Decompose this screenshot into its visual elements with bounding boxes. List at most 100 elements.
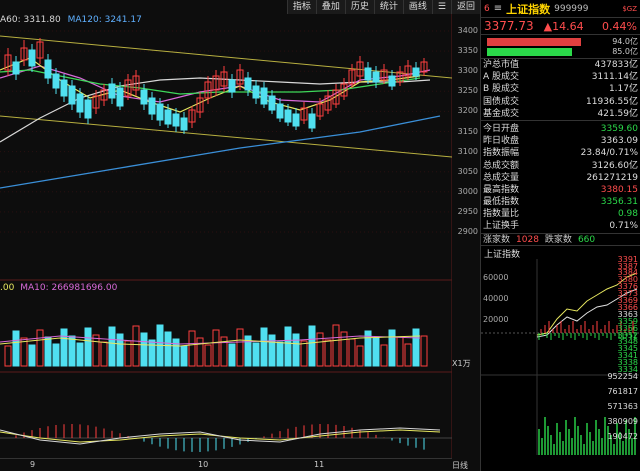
candle-body	[132, 75, 140, 91]
mini-intraday-chart[interactable]: 60000 40000 20000 3391 3387 3384 3380 3376 3373…	[481, 255, 640, 455]
info-value: 3126.60亿	[591, 160, 638, 171]
info-key: 最低指数	[483, 197, 520, 208]
mini-right-tick: 3334	[617, 365, 638, 375]
info-key: 昨日收盘	[483, 136, 520, 147]
price-tick: 2900	[457, 227, 478, 236]
candle-body	[204, 81, 212, 99]
vol-ma5-value: .00	[0, 283, 15, 293]
mini-volume-tick: 380909	[607, 416, 638, 426]
info-key: 沪总市值	[483, 60, 520, 70]
candle-body	[404, 65, 412, 77]
candle-body	[276, 103, 284, 119]
candle-body	[364, 67, 372, 81]
toolbar-item-1[interactable]: 叠加	[315, 0, 345, 14]
volume-bar	[420, 335, 428, 367]
volume-bar	[20, 337, 28, 367]
info-row: 沪总市值 437833亿	[483, 59, 638, 71]
info-row: 总成交额 3126.60亿	[483, 160, 638, 172]
volume-bar	[356, 345, 364, 367]
price-tick: 2950	[457, 206, 478, 216]
info-value: 3380.15	[600, 184, 638, 195]
candle-body	[284, 109, 292, 123]
price-tick: 3350	[457, 46, 478, 56]
period-label[interactable]: 日线	[452, 461, 468, 470]
candle-body	[356, 61, 364, 77]
toolbar-item-4[interactable]: 画线	[402, 0, 432, 14]
menu-icon[interactable]: ≡	[493, 3, 503, 14]
info-value: 1.17亿	[608, 84, 638, 95]
candle-body	[260, 87, 268, 105]
toolbar-item-5[interactable]: ☰	[431, 0, 451, 14]
info-key: 指数振幅	[483, 148, 520, 159]
date-tick: 10	[198, 460, 209, 469]
inflow-bar	[487, 38, 581, 46]
price-tick: 3300	[457, 66, 478, 76]
volume-bar	[276, 341, 284, 367]
index-code: 999999	[554, 3, 589, 14]
volume-bar	[12, 330, 20, 367]
volume-bar	[260, 327, 268, 367]
trend-line-upper	[0, 35, 452, 79]
mini-right-tick: 3348	[617, 337, 638, 347]
volume-bar	[228, 343, 236, 367]
toolbar-item-2[interactable]: 历史	[344, 0, 374, 14]
volume-bar	[332, 324, 340, 367]
candle-body	[308, 113, 316, 129]
toolbar-item-0[interactable]: 指标	[286, 0, 316, 14]
kline-chart-panel[interactable]: 指标 叠加 历史 统计 画线 ☰ 返回 A60: 3311.80 MA120: 3241.1…	[0, 0, 480, 471]
info-key: 上证换手	[483, 221, 520, 232]
volume-bar	[284, 326, 292, 367]
candle-body	[100, 89, 108, 101]
volume-bar	[4, 345, 12, 367]
info-row: 昨日收盘 3363.09	[483, 135, 638, 147]
volume-bar	[100, 341, 108, 367]
price-tick: 3000	[457, 186, 478, 196]
inflow-bars: 94.0亿 85.0亿	[481, 35, 640, 59]
info-value: 421.59亿	[597, 108, 639, 119]
volume-bar	[68, 335, 76, 367]
candle-body	[92, 95, 100, 109]
price-tick: 3250	[457, 86, 478, 96]
candle-body	[324, 95, 332, 111]
candle-body	[28, 49, 36, 67]
mini-right-tick: 3341	[617, 351, 638, 361]
date-axis: 9 10 11	[0, 458, 452, 471]
volume-bar	[44, 336, 52, 367]
volume-legend: .00 MA10: 266981696.00	[0, 283, 117, 293]
candle-body	[20, 47, 28, 61]
mini-right-tick: 3373	[617, 289, 638, 299]
candle-body	[108, 83, 116, 99]
volume-bar	[340, 331, 348, 367]
price-tick: 3050	[457, 166, 478, 176]
candle-body	[52, 73, 60, 89]
inflow-bar-label: 94.0亿	[612, 37, 638, 46]
mini-right-tick: 3384	[617, 268, 638, 278]
price-change: ▲14.64	[543, 19, 584, 33]
index-name: 上证指数	[506, 2, 551, 16]
candle-body	[228, 79, 236, 93]
mini-avg-line	[536, 272, 638, 336]
candle-body	[44, 59, 52, 79]
volume-bar	[196, 337, 204, 367]
volume-bar	[76, 342, 84, 367]
volume-bar	[36, 329, 44, 367]
candle-body	[412, 67, 420, 77]
toolbar-item-6[interactable]: 返回	[450, 0, 480, 14]
volume-bar	[60, 328, 68, 367]
volume-bar	[220, 336, 228, 367]
volume-bar	[132, 325, 140, 367]
mini-volume-tick: 571363	[607, 401, 638, 411]
info-key: B 股成交	[483, 84, 520, 95]
advance-decline: 涨家数 1028 跌家数 660	[481, 232, 640, 246]
mini-right-tick: 3366	[617, 302, 638, 312]
info-key: A 股成交	[483, 72, 520, 83]
mini-right-tick: 3338	[617, 358, 638, 368]
up-count: 1028	[516, 234, 539, 245]
toolbar-item-3[interactable]: 统计	[373, 0, 403, 14]
volume-bar	[404, 343, 412, 367]
info-key: 今日开盘	[483, 123, 520, 134]
candle-body	[116, 87, 124, 107]
volume-bar	[300, 340, 308, 367]
volume-bar	[268, 334, 276, 367]
